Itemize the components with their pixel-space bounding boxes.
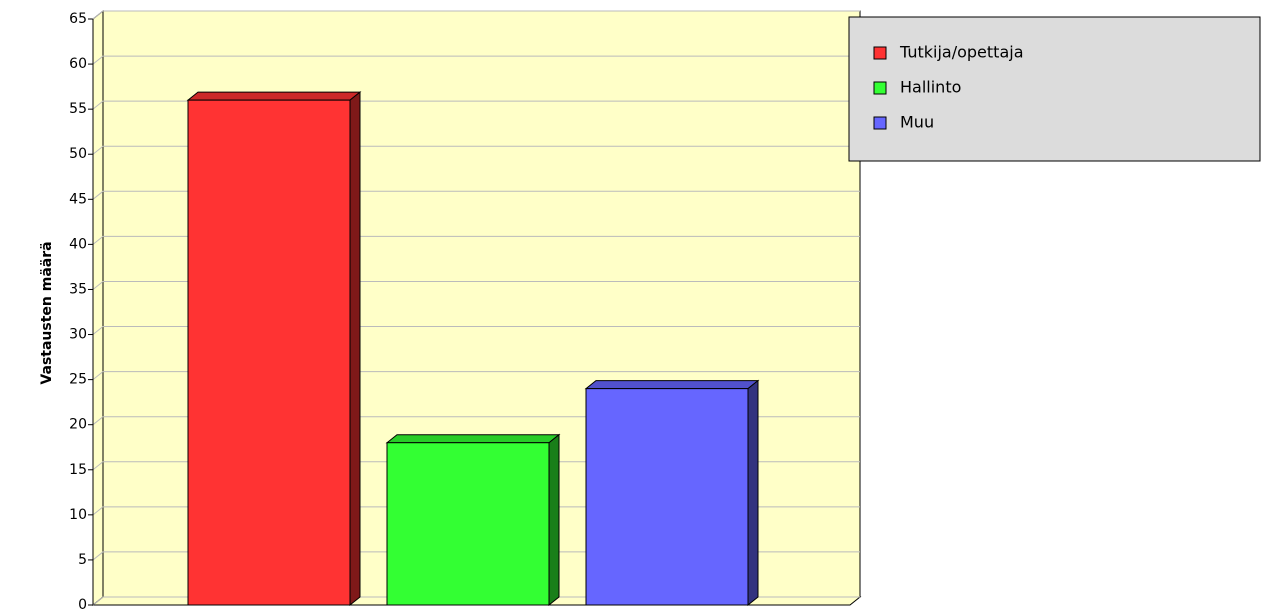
grid-line — [92, 10, 860, 20]
y-tick-label: 0 — [78, 597, 87, 613]
bar-side-shade — [549, 434, 559, 605]
bar-top-shade — [188, 92, 360, 101]
bar-front — [386, 442, 550, 606]
bar — [186, 91, 362, 607]
y-tick-label: 10 — [69, 507, 87, 523]
y-axis-label: Vastausten määrä — [39, 241, 55, 384]
grid-line — [92, 145, 860, 155]
y-tick-label: 15 — [69, 462, 87, 478]
grid-line — [92, 371, 860, 381]
y-tick-label: 65 — [69, 11, 87, 27]
bar-top-shade — [586, 380, 758, 389]
legend-box — [848, 16, 1261, 162]
bar — [385, 433, 561, 607]
grid-line — [92, 235, 860, 245]
bar-front — [187, 99, 351, 606]
side-wall — [92, 9, 104, 607]
grid-line — [92, 280, 860, 290]
y-tick-label: 35 — [69, 281, 87, 297]
y-tick-label: 45 — [69, 191, 87, 207]
bar-top-shade — [387, 434, 559, 443]
y-tick-label: 30 — [69, 327, 87, 343]
y-tick-label: 50 — [69, 146, 87, 162]
y-tick-label: 60 — [69, 56, 87, 72]
legend-swatch — [873, 46, 887, 60]
y-tick-label: 25 — [69, 372, 87, 388]
legend-swatch — [873, 81, 887, 95]
bar-side-shade — [748, 380, 758, 605]
legend-swatch — [873, 116, 887, 130]
y-tick-label: 40 — [69, 236, 87, 252]
legend-label: Muu — [900, 113, 934, 132]
bar-side-shade — [350, 92, 360, 606]
grid-line — [92, 190, 860, 200]
y-tick-label: 20 — [69, 417, 87, 433]
bar-front — [585, 388, 749, 606]
legend-label: Tutkija/opettaja — [899, 43, 1024, 62]
bar — [584, 379, 760, 607]
grid-line — [92, 55, 860, 65]
legend-label: Hallinto — [900, 78, 961, 97]
grid-line — [92, 326, 860, 335]
grid-line — [92, 100, 860, 110]
y-tick-label: 5 — [78, 552, 87, 568]
y-tick-label: 55 — [69, 101, 87, 117]
